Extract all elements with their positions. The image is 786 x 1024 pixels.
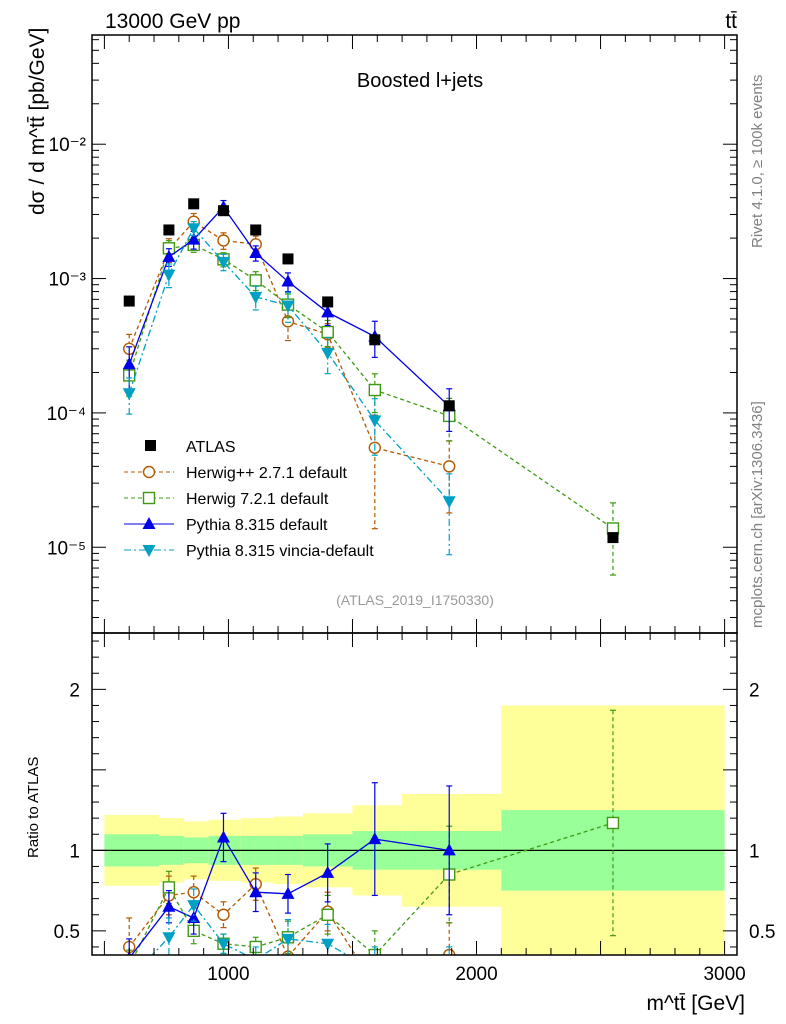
series-marker (187, 223, 201, 236)
x-tick-label: 3000 (703, 964, 745, 985)
rivet-label: Rivet 4.1.0, ≥ 100k events (749, 75, 766, 248)
process-label: tt̄ (725, 10, 737, 33)
ratio-marker (187, 900, 201, 913)
series-marker (217, 234, 230, 247)
series-marker (249, 291, 263, 304)
y-tick-label: 10⁻³ (49, 270, 87, 291)
ratio-line (134, 822, 614, 955)
energy-label: 13000 GeV pp (105, 10, 240, 33)
data-point (369, 334, 381, 346)
ratio-marker (162, 932, 176, 945)
series-marker (368, 415, 382, 428)
ratio-y-tick-label-right: 2 (749, 680, 760, 701)
series-marker (249, 245, 263, 258)
ratio-y-tick-label: 1 (69, 841, 80, 862)
series-marker (281, 274, 295, 287)
legend-marker-atlas (145, 440, 156, 451)
legend-label-pythia: Pythia 8.315 default (186, 517, 328, 534)
ratio-line (151, 904, 349, 955)
ratio-series (123, 709, 620, 991)
series-line (128, 227, 450, 502)
legend-label-vincia: Pythia 8.315 vincia-default (186, 543, 374, 560)
ratio-y-tick-label-right: 1 (749, 841, 760, 862)
y-tick-label: 10⁻⁴ (47, 404, 86, 425)
series-marker (442, 496, 456, 509)
ratio-marker (249, 954, 263, 955)
ratio-y-tick-label: 0.5 (54, 922, 80, 943)
series-marker (321, 347, 335, 360)
ratio-marker (124, 961, 135, 972)
ratio-y-tick-label-right: 0.5 (749, 922, 775, 943)
series-marker (162, 249, 176, 262)
ratio-marker (443, 974, 456, 986)
legend-marker-herwig7 (142, 491, 156, 505)
ratio-marker (281, 886, 295, 899)
ratio-marker (368, 966, 381, 978)
ratio-y-tick-label: 2 (69, 680, 80, 701)
series-marker (249, 274, 262, 287)
ratio-frame (91, 632, 738, 956)
ratio-marker (162, 899, 176, 912)
legend-label-herwigpp: Herwig++ 2.7.1 default (186, 465, 348, 482)
legend-label-atlas: ATLAS (186, 439, 236, 456)
series-marker (368, 383, 382, 397)
data-point (163, 224, 175, 236)
ratio-marker (281, 933, 295, 946)
series-marker (122, 388, 136, 401)
series-marker (281, 300, 295, 313)
analysis-label: (ATLAS_2019_I1750330) (336, 592, 494, 608)
y-tick-label: 10⁻² (49, 135, 87, 156)
legend-label-herwig7: Herwig 7.2.1 default (186, 491, 329, 508)
x-axis-title: m^tt̄ [GeV] (646, 992, 745, 1015)
plot-title: Boosted l+jets (357, 70, 483, 92)
series-marker (187, 232, 201, 245)
ratio-uncertainty-bands (92, 705, 737, 955)
ratio-marker (606, 816, 620, 830)
data-point (443, 400, 455, 412)
ratio-y-axis-title: Ratio to ATLAS (25, 757, 42, 858)
data-points (123, 198, 619, 544)
y-axis-title: dσ / d m^tt̄ [pb/GeV] (26, 28, 49, 215)
series-marker (122, 357, 136, 370)
ratio-marker (368, 832, 382, 845)
data-point (188, 198, 200, 210)
legend: ATLAS Herwig++ 2.7.1 default Herwig 7.2.… (124, 439, 374, 560)
data-point (282, 253, 294, 265)
ratio-marker (217, 908, 230, 921)
series-marker (216, 256, 230, 269)
ratio-marker (321, 908, 334, 921)
y-tick-label: 10⁻⁵ (47, 538, 86, 559)
ratio-marker (321, 865, 335, 878)
ratio-marker (321, 938, 335, 951)
series-marker (321, 325, 334, 339)
data-point (250, 224, 262, 236)
mcplots-label: mcplots.cern.ch [arXiv:1306.3436] (749, 401, 766, 628)
data-point (322, 296, 334, 308)
x-tick-label: 2000 (455, 964, 497, 985)
ratio-marker (442, 843, 456, 856)
series-marker (321, 305, 335, 318)
data-point (123, 295, 135, 307)
ratio-marker (123, 974, 136, 986)
series-marker (162, 269, 176, 282)
ratio-marker (187, 910, 201, 923)
data-point (607, 532, 619, 544)
x-tick-label: 1000 (207, 964, 249, 985)
legend-marker-herwigpp (142, 465, 156, 479)
ratio-marker (249, 885, 263, 898)
legend-marker-vincia (142, 545, 156, 557)
ratio-marker (369, 980, 380, 991)
ratio-marker (216, 938, 230, 951)
legend-marker-pythia (142, 517, 156, 529)
series-marker (443, 460, 456, 473)
ratio-marker (216, 830, 230, 843)
data-point (217, 205, 229, 217)
